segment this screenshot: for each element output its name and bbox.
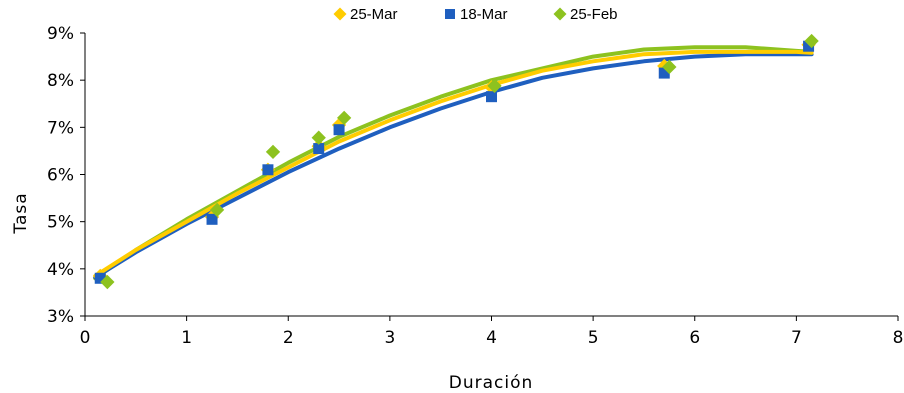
legend-label: 25-Mar xyxy=(350,6,398,23)
y-tick-label: 5% xyxy=(47,213,74,233)
point-25-feb xyxy=(336,110,352,126)
ticks: 0 1 2 3 4 5 6 7 8 3% 4% 5% 6% 7% 8% 9% xyxy=(47,24,903,348)
x-tick-label: 0 xyxy=(80,328,91,348)
x-tick-label: 8 xyxy=(893,328,904,348)
point-25-feb xyxy=(487,78,502,93)
point-25-feb xyxy=(804,33,819,49)
y-tick-label: 9% xyxy=(47,24,74,44)
x-tick-label: 7 xyxy=(791,328,802,348)
point-25-feb xyxy=(100,274,115,290)
point-25-feb xyxy=(209,202,225,218)
point-25-feb xyxy=(311,130,326,145)
x-tick-label: 1 xyxy=(181,328,192,348)
fit-curves xyxy=(93,45,814,281)
x-tick-label: 3 xyxy=(384,328,395,348)
legend-marker-25-feb xyxy=(553,7,567,21)
legend-label: 25-Feb xyxy=(570,6,618,23)
x-tick-label: 6 xyxy=(689,328,700,348)
x-tick-label: 4 xyxy=(486,328,497,348)
curve-25-feb xyxy=(93,45,814,281)
legend-marker-25-mar xyxy=(333,7,347,21)
x-tick-label: 5 xyxy=(588,328,599,348)
point-18-mar xyxy=(658,67,670,79)
curve-25-mar xyxy=(93,49,814,278)
point-25-feb xyxy=(265,144,281,160)
point-18-mar xyxy=(313,143,325,155)
axes xyxy=(84,33,898,317)
legend: 25-Mar 18-Mar 25-Feb xyxy=(333,6,618,23)
point-25-feb xyxy=(662,59,677,75)
legend-marker-18-mar xyxy=(445,9,455,19)
point-18-mar xyxy=(486,91,497,103)
y-tick-label: 8% xyxy=(47,71,74,91)
point-18-mar xyxy=(94,272,106,284)
curve-18-mar xyxy=(93,52,814,280)
point-18-mar xyxy=(333,124,345,136)
point-18-mar xyxy=(262,164,274,176)
point-18-mar xyxy=(206,213,218,225)
y-axis-title: Tasa xyxy=(11,192,31,234)
point-18-mar xyxy=(803,40,815,52)
data-points xyxy=(93,33,819,290)
y-tick-label: 6% xyxy=(47,166,74,186)
x-axis-title: Duración xyxy=(449,373,534,393)
legend-label: 18-Mar xyxy=(460,6,508,23)
x-tick-label: 2 xyxy=(283,328,294,348)
y-tick-label: 4% xyxy=(47,260,74,280)
y-tick-label: 3% xyxy=(47,307,74,327)
y-tick-label: 7% xyxy=(47,118,74,138)
